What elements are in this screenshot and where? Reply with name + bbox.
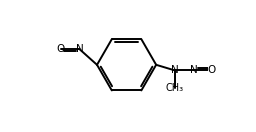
Text: N: N — [190, 65, 198, 75]
Text: N: N — [76, 44, 83, 54]
Text: CH₃: CH₃ — [166, 83, 184, 93]
Text: O: O — [57, 44, 65, 54]
Text: N: N — [171, 65, 178, 75]
Text: O: O — [207, 65, 216, 75]
